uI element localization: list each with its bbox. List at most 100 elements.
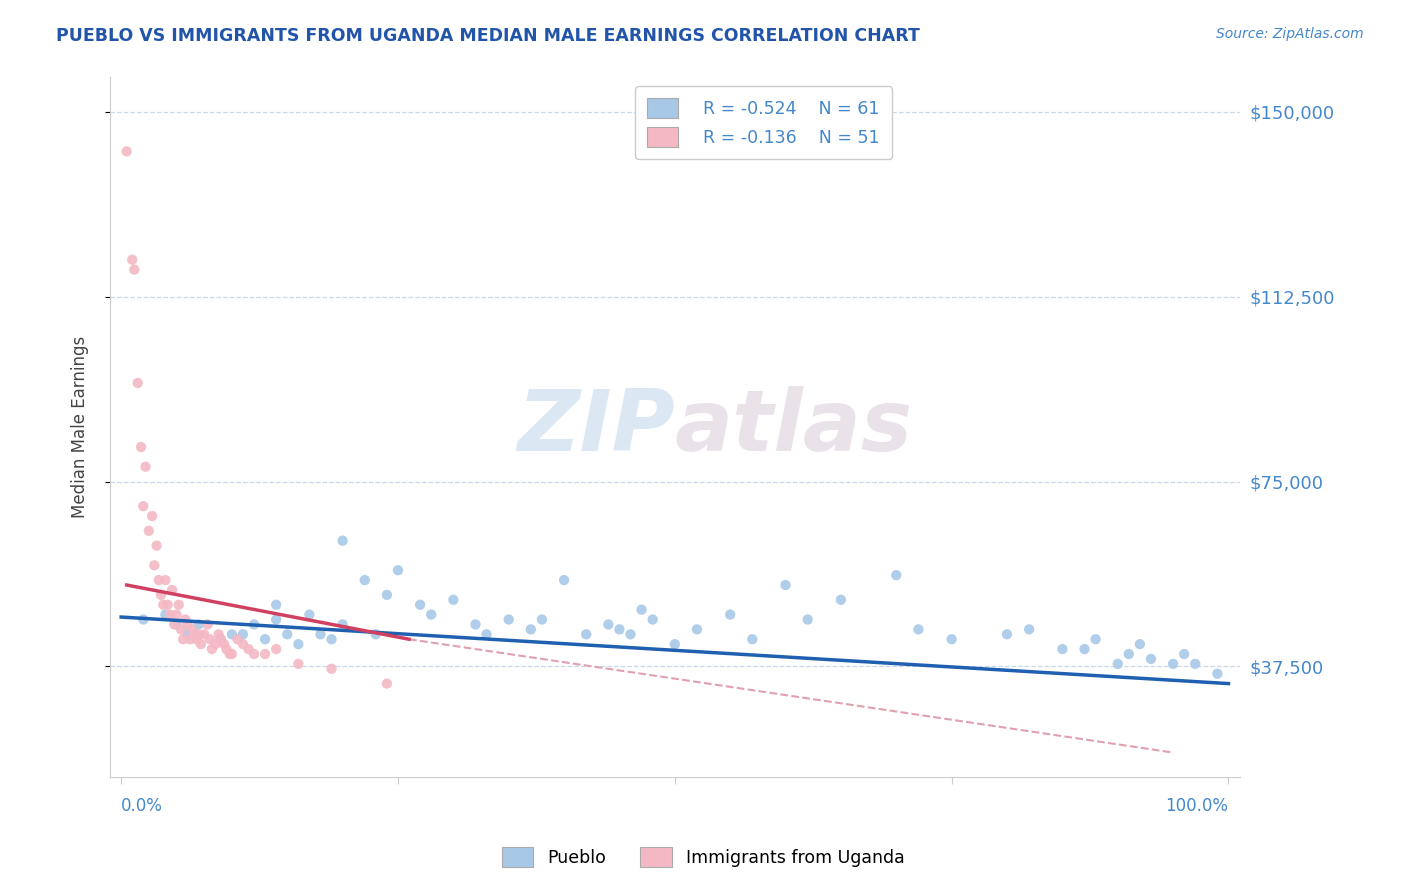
Point — [1184, 657, 1206, 671]
Point — [995, 627, 1018, 641]
Point — [209, 632, 232, 647]
Text: 0.0%: 0.0% — [121, 797, 163, 815]
Point — [115, 145, 138, 159]
Point — [121, 252, 143, 267]
Point — [553, 573, 575, 587]
Point — [498, 613, 520, 627]
Point — [575, 627, 598, 641]
Point — [364, 627, 387, 641]
Text: PUEBLO VS IMMIGRANTS FROM UGANDA MEDIAN MALE EARNINGS CORRELATION CHART: PUEBLO VS IMMIGRANTS FROM UGANDA MEDIAN … — [56, 27, 920, 45]
Point — [124, 262, 146, 277]
Point — [176, 617, 198, 632]
Point — [166, 607, 188, 622]
Point — [134, 459, 156, 474]
Legend:   R = -0.524    N = 61,   R = -0.136    N = 51: R = -0.524 N = 61, R = -0.136 N = 51 — [636, 87, 891, 159]
Point — [332, 617, 354, 632]
Point — [718, 607, 741, 622]
Point — [619, 627, 641, 641]
Point — [163, 617, 186, 632]
Point — [226, 632, 249, 647]
Point — [375, 588, 398, 602]
Point — [138, 524, 160, 538]
Point — [243, 617, 266, 632]
Point — [1129, 637, 1152, 651]
Point — [264, 642, 287, 657]
Point — [198, 632, 221, 647]
Point — [884, 568, 907, 582]
Point — [520, 623, 543, 637]
Point — [530, 613, 553, 627]
Point — [132, 613, 155, 627]
Point — [218, 647, 240, 661]
Point — [232, 627, 254, 641]
Point — [353, 573, 375, 587]
Point — [141, 509, 163, 524]
Point — [148, 573, 170, 587]
Point — [186, 632, 208, 647]
Point — [664, 637, 686, 651]
Point — [941, 632, 963, 647]
Point — [159, 607, 181, 622]
Point — [420, 607, 443, 622]
Point — [212, 637, 235, 651]
Point — [167, 598, 190, 612]
Point — [179, 632, 201, 647]
Point — [187, 627, 209, 641]
Point — [686, 623, 709, 637]
Point — [187, 617, 209, 632]
Point — [830, 592, 852, 607]
Y-axis label: Median Male Earnings: Median Male Earnings — [72, 336, 89, 518]
Point — [201, 642, 224, 657]
Point — [1206, 666, 1229, 681]
Point — [1052, 642, 1074, 657]
Point — [741, 632, 763, 647]
Point — [254, 632, 277, 647]
Point — [1161, 657, 1184, 671]
Point — [181, 623, 204, 637]
Point — [209, 632, 232, 647]
Point — [609, 623, 631, 637]
Point — [641, 613, 664, 627]
Point — [630, 602, 652, 616]
Point — [152, 598, 174, 612]
Point — [309, 627, 332, 641]
Point — [276, 627, 298, 641]
Point — [155, 573, 177, 587]
Point — [166, 617, 188, 632]
Point — [298, 607, 321, 622]
Point — [238, 642, 260, 657]
Legend: Pueblo, Immigrants from Uganda: Pueblo, Immigrants from Uganda — [495, 840, 911, 874]
Point — [598, 617, 620, 632]
Text: atlas: atlas — [675, 386, 912, 469]
Point — [160, 582, 183, 597]
Point — [170, 623, 193, 637]
Point — [172, 632, 194, 647]
Point — [441, 592, 464, 607]
Point — [129, 440, 152, 454]
Point — [409, 598, 432, 612]
Point — [127, 376, 149, 390]
Point — [264, 613, 287, 627]
Point — [907, 623, 929, 637]
Point — [207, 627, 229, 641]
Point — [143, 558, 166, 573]
Point — [254, 647, 277, 661]
Point — [193, 627, 215, 641]
Point — [1140, 652, 1163, 666]
Text: Source: ZipAtlas.com: Source: ZipAtlas.com — [1216, 27, 1364, 41]
Point — [475, 627, 498, 641]
Point — [232, 637, 254, 651]
Point — [221, 647, 243, 661]
Point — [1173, 647, 1195, 661]
Point — [221, 627, 243, 641]
Point — [190, 637, 212, 651]
Point — [375, 676, 398, 690]
Point — [775, 578, 797, 592]
Point — [155, 607, 177, 622]
Point — [145, 539, 167, 553]
Point — [264, 598, 287, 612]
Point — [132, 499, 155, 513]
Point — [150, 588, 173, 602]
Point — [1107, 657, 1129, 671]
Point — [1018, 623, 1040, 637]
